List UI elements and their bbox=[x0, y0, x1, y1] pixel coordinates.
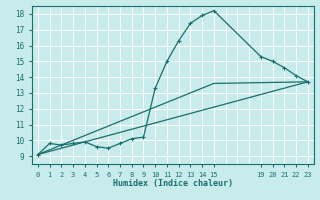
X-axis label: Humidex (Indice chaleur): Humidex (Indice chaleur) bbox=[113, 179, 233, 188]
